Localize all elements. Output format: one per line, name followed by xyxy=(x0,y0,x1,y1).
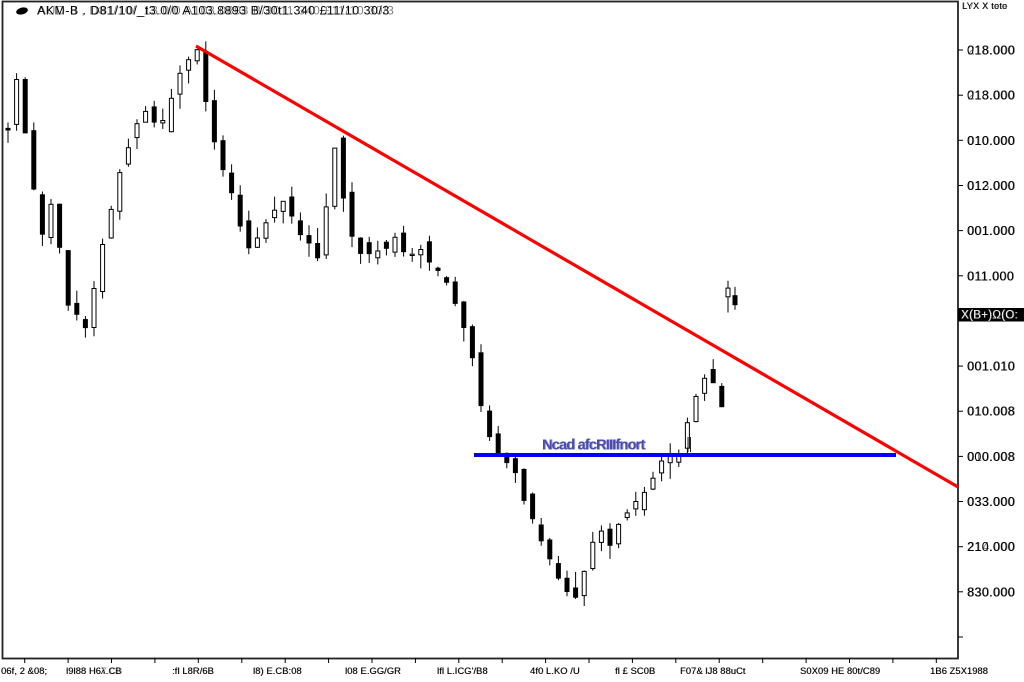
svg-text:011.000: 011.000 xyxy=(968,269,1015,283)
svg-text::fl L8R/6B: :fl L8R/6B xyxy=(173,666,215,676)
svg-text:013.000: 013.000 xyxy=(968,179,1016,193)
svg-text:010.008: 010.008 xyxy=(968,405,1016,419)
svg-text:213.000: 213.000 xyxy=(968,89,1016,103)
svg-text:AUD-8 , D81/10/_13.0/0 A103.0: AUD-8 , D81/10/_13.0/0 A103.0893 B/3011.… xyxy=(38,4,395,18)
svg-text:218.000: 218.000 xyxy=(968,44,1016,58)
svg-text:F07& lJ8 88uCt: F07& lJ8 88uCt xyxy=(681,666,747,676)
svg-text:010.000: 010.000 xyxy=(968,134,1016,148)
svg-text:fl £ SC0B: fl £ SC0B xyxy=(616,666,656,676)
svg-text:010.008: 010.008 xyxy=(968,450,1016,464)
svg-text:l9l88 H67.CB: l9l88 H67.CB xyxy=(67,666,123,676)
svg-text:LVX X tete: LVX X tete xyxy=(963,1,1008,11)
svg-text:lfl L.ICG'/B8: lfl L.ICG'/B8 xyxy=(438,666,489,676)
svg-text:06f, 2 &08;: 06f, 2 &08; xyxy=(2,666,48,676)
svg-text:001.010: 001.010 xyxy=(968,360,1016,374)
svg-text:214.000: 214.000 xyxy=(968,540,1016,554)
svg-text:830.000: 830.000 xyxy=(968,585,1016,599)
svg-text:Ncad afcRIIIfnort: Ncad afcRIIIfnort xyxy=(543,438,646,454)
svg-text:l8) E.CB:08: l8) E.CB:08 xyxy=(254,666,303,676)
svg-text:033.000: 033.000 xyxy=(968,495,1016,509)
svg-text:S0X09 HE 80t/C89: S0X09 HE 80t/C89 xyxy=(801,666,881,676)
svg-text:l08 E.GG/GR: l08 E.GG/GR xyxy=(346,666,402,676)
svg-text:4f0 L.KO /U: 4f0 L.KO /U xyxy=(531,666,581,676)
svg-text:001.000: 001.000 xyxy=(968,224,1016,238)
svg-text:X(B+)Ω(O:: X(B+)Ω(O: xyxy=(962,310,1019,322)
svg-text:1B6 Z5X1988: 1B6 Z5X1988 xyxy=(931,666,989,676)
